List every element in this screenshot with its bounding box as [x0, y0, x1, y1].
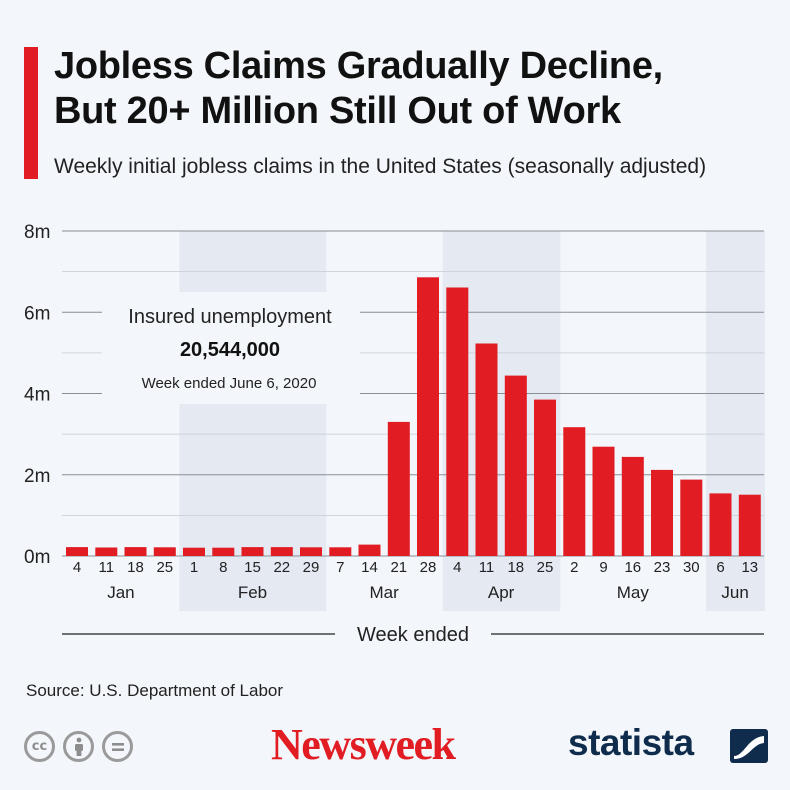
bar-week-14: [446, 287, 469, 556]
bar-week-10: [329, 547, 352, 556]
month-label-jan: Jan: [107, 583, 134, 602]
license-icons: cc: [24, 731, 133, 762]
annotation-value: 20,544,000: [180, 339, 280, 361]
y-tick-label: 2m: [24, 466, 50, 487]
cc-icon: cc: [24, 731, 55, 762]
title-accent-bar: [24, 47, 38, 179]
x-axis-title: Week ended: [357, 624, 469, 646]
month-label-mar: Mar: [369, 583, 399, 602]
month-label-jun: Jun: [721, 583, 748, 602]
bar-week-9: [300, 547, 322, 556]
statista-logo-mark-icon: [730, 729, 768, 763]
bar-week-23: [709, 493, 732, 556]
x-tick-label: 4: [73, 559, 81, 576]
x-tick-label: 13: [741, 559, 758, 576]
bar-week-1: [66, 547, 88, 556]
bar-week-20: [621, 456, 644, 556]
month-label-feb: Feb: [238, 583, 267, 602]
x-tick-label: 22: [273, 559, 290, 576]
y-tick-label: 0m: [24, 547, 50, 568]
bar-week-12: [387, 421, 410, 556]
x-tick-label: 2: [570, 559, 578, 576]
bar-week-16: [504, 375, 527, 556]
x-tick-label: 7: [336, 559, 344, 576]
newsweek-logo: Newsweek: [271, 720, 456, 769]
title-line-2: But 20+ Million Still Out of Work: [54, 90, 621, 132]
annotation-background: [102, 292, 360, 404]
no-derivatives-icon: [102, 731, 133, 762]
y-tick-label: 6m: [24, 303, 50, 324]
bar-week-15: [475, 343, 498, 556]
y-tick-label: 8m: [24, 222, 50, 243]
by-attribution-icon: [63, 731, 94, 762]
x-tick-label: 9: [599, 559, 607, 576]
month-label-apr: Apr: [488, 583, 515, 602]
bar-week-3: [124, 547, 147, 556]
x-tick-label: 11: [479, 559, 495, 576]
bar-week-19: [592, 446, 615, 556]
bar-week-11: [358, 544, 381, 556]
x-tick-label: 16: [624, 559, 641, 576]
bar-week-6: [212, 547, 235, 556]
x-tick-label: 8: [219, 559, 227, 576]
x-tick-label: 30: [683, 559, 700, 576]
bar-week-17: [534, 399, 556, 556]
x-tick-label: 25: [156, 559, 173, 576]
bar-week-2: [95, 547, 118, 556]
insured-unemployment-annotation: Insured unemployment 20,544,000 Week end…: [128, 306, 332, 392]
x-tick-label: 21: [390, 559, 407, 576]
x-tick-label: 25: [537, 559, 554, 576]
annotation-note: Week ended June 6, 2020: [142, 375, 317, 392]
bar-week-5: [183, 547, 205, 556]
x-tick-label: 15: [244, 559, 261, 576]
source-note: Source: U.S. Department of Labor: [26, 681, 284, 700]
x-tick-label: 23: [654, 559, 671, 576]
x-tick-label: 28: [420, 559, 437, 576]
month-label-may: May: [617, 583, 650, 602]
bar-week-21: [651, 469, 673, 556]
x-tick-label: 18: [507, 559, 524, 576]
x-tick-label: 14: [361, 559, 378, 576]
bar-week-24: [738, 494, 761, 556]
x-tick-label: 29: [303, 559, 320, 576]
x-tick-label: 6: [716, 559, 724, 576]
bar-week-13: [417, 277, 439, 556]
bar-week-8: [270, 547, 293, 556]
x-tick-label: 18: [127, 559, 144, 576]
statista-logo: statista: [568, 722, 694, 763]
y-tick-label: 4m: [24, 385, 50, 406]
x-tick-label: 11: [99, 559, 115, 576]
page-title: Jobless Claims Gradually Decline, But 20…: [54, 44, 774, 134]
bar-week-18: [563, 427, 586, 556]
page-subtitle: Weekly initial jobless claims in the Uni…: [54, 155, 707, 178]
x-tick-label: 1: [190, 559, 198, 576]
title-line-1: Jobless Claims Gradually Decline,: [54, 45, 663, 87]
bar-week-4: [153, 547, 176, 556]
bar-week-7: [241, 547, 264, 556]
annotation-label: Insured unemployment: [128, 306, 332, 328]
bar-week-22: [680, 479, 703, 556]
x-tick-label: 4: [453, 559, 461, 576]
